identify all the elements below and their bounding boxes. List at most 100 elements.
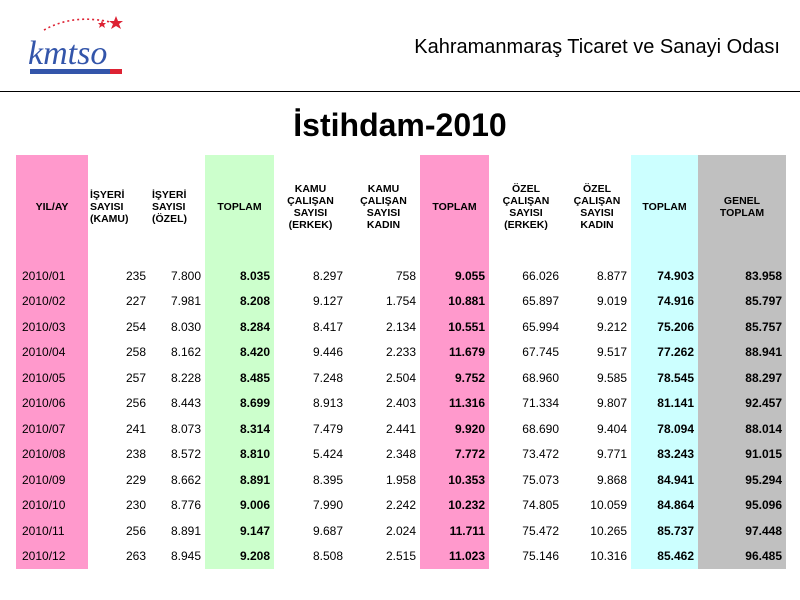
cell-total-workplace: 8.314 <box>205 416 274 442</box>
header-line: SAYISI <box>580 206 614 219</box>
cell-workplace-private: 8.228 <box>170 370 201 385</box>
spacer-cell <box>16 258 88 263</box>
header-line: ÇALIŞAN <box>502 194 550 207</box>
header-private-male: ÖZEL ÇALIŞAN SAYISI (ERKEK) <box>489 155 563 258</box>
header-line: ÇALIŞAN <box>287 194 334 207</box>
header-private-female: ÖZEL ÇALIŞAN SAYISI KADIN <box>563 155 631 258</box>
cell-workplace-public: 238 <box>125 447 146 462</box>
cell-workplace-private: 8.776 <box>170 498 201 513</box>
header-line: TOPLAM <box>719 206 765 219</box>
cell-public-female: 2.441 <box>385 421 416 436</box>
svg-text:kmtso: kmtso <box>28 35 107 72</box>
table-row: 2010/10 230 8.776 9.006 7.990 2.242 10.232 74.8… <box>16 492 786 518</box>
header-year-month: YIL/AY <box>16 155 88 258</box>
cell-year-month: 2010/10 <box>16 492 88 518</box>
cell-total-public: 10.232 <box>420 492 489 518</box>
cell-workplace-public: 254 <box>125 319 146 334</box>
cell-total-public: 11.316 <box>420 390 489 416</box>
cell-private-male: 65.897 <box>522 294 559 309</box>
header-line: (KAMU) <box>90 212 129 225</box>
table-row: 2010/05 257 8.228 8.485 7.248 2.504 9.752 68.96… <box>16 365 786 391</box>
header-line: GENEL <box>723 194 761 207</box>
table-row: 2010/06 256 8.443 8.699 8.913 2.403 11.316 71.3… <box>16 390 786 416</box>
cell-total-private: 74.903 <box>631 263 698 289</box>
page-title: İstihdam-2010 <box>293 107 507 143</box>
cell-total-public: 10.353 <box>420 467 489 493</box>
header-line: KADIN <box>580 218 614 231</box>
cell-public-male: 7.990 <box>312 498 343 513</box>
cell-total-private: 74.916 <box>631 288 698 314</box>
cell-grand-total: 88.297 <box>698 365 786 391</box>
spacer-cell <box>698 258 786 263</box>
cell-private-male: 73.472 <box>522 447 559 462</box>
cell-private-male: 67.745 <box>522 345 559 360</box>
cell-grand-total: 96.485 <box>698 543 786 569</box>
cell-total-workplace: 8.208 <box>205 288 274 314</box>
cell-public-female: 2.134 <box>385 319 416 334</box>
cell-total-private: 78.094 <box>631 416 698 442</box>
cell-workplace-private: 8.662 <box>170 472 201 487</box>
header-line: SAYISI <box>509 206 543 219</box>
cell-workplace-public: 258 <box>125 345 146 360</box>
cell-workplace-private: 8.572 <box>170 447 201 462</box>
cell-public-male: 8.417 <box>312 319 343 334</box>
cell-workplace-public: 230 <box>125 498 146 513</box>
cell-public-female: 2.348 <box>385 447 416 462</box>
cell-total-private: 85.737 <box>631 518 698 544</box>
cell-public-male: 7.479 <box>312 421 343 436</box>
cell-private-male: 75.146 <box>522 549 559 564</box>
cell-total-private: 84.941 <box>631 467 698 493</box>
cell-workplace-private: 8.030 <box>170 319 201 334</box>
cell-year-month: 2010/05 <box>16 365 88 391</box>
cell-year-month: 2010/08 <box>16 441 88 467</box>
cell-grand-total: 88.941 <box>698 339 786 365</box>
cell-total-private: 77.262 <box>631 339 698 365</box>
cell-year-month: 2010/03 <box>16 314 88 340</box>
table-row: 2010/12 263 8.945 9.208 8.508 2.515 11.023 75.1… <box>16 543 786 569</box>
cell-total-public: 11.023 <box>420 543 489 569</box>
cell-private-female: 9.517 <box>596 345 627 360</box>
cell-workplace-public: 227 <box>125 294 146 309</box>
cell-workplace-private: 8.945 <box>170 549 201 564</box>
cell-total-workplace: 9.006 <box>205 492 274 518</box>
cell-total-public: 7.772 <box>420 441 489 467</box>
cell-grand-total: 88.014 <box>698 416 786 442</box>
cell-grand-total: 95.096 <box>698 492 786 518</box>
cell-workplace-public: 241 <box>125 421 146 436</box>
header-line: KAMU <box>294 182 327 195</box>
cell-grand-total: 83.958 <box>698 263 786 289</box>
cell-total-public: 9.920 <box>420 416 489 442</box>
cell-total-workplace: 8.420 <box>205 339 274 365</box>
cell-workplace-private: 7.800 <box>170 268 201 283</box>
cell-public-male: 8.297 <box>312 268 343 283</box>
header-grand-total: GENEL TOPLAM <box>698 155 786 258</box>
kmtso-logo: kmtso <box>28 16 123 74</box>
cell-public-female: 1.754 <box>385 294 416 309</box>
table-row: 2010/04 258 8.162 8.420 9.446 2.233 11.679 67.7… <box>16 339 786 365</box>
header-line: TOPLAM <box>432 200 477 213</box>
cell-workplace-public: 256 <box>125 523 146 538</box>
table-row: 2010/01 235 7.800 8.035 8.297 758 9.055 66.026 8… <box>16 263 786 289</box>
cell-workplace-private: 8.891 <box>170 523 201 538</box>
cell-private-male: 68.960 <box>522 370 559 385</box>
spacer-cell <box>631 258 698 263</box>
cell-total-public: 9.752 <box>420 365 489 391</box>
header-line: SAYISI <box>90 200 124 213</box>
cell-private-female: 9.019 <box>596 294 627 309</box>
cell-total-private: 83.243 <box>631 441 698 467</box>
cell-year-month: 2010/12 <box>16 543 88 569</box>
cell-private-female: 10.265 <box>590 523 627 538</box>
header-line: (ERKEK) <box>288 218 333 231</box>
cell-public-female: 1.958 <box>385 472 416 487</box>
cell-total-private: 78.545 <box>631 365 698 391</box>
cell-public-male: 7.248 <box>312 370 343 385</box>
cell-total-workplace: 8.284 <box>205 314 274 340</box>
header-line: SAYISI <box>152 200 186 213</box>
cell-private-female: 9.771 <box>596 447 627 462</box>
cell-year-month: 2010/09 <box>16 467 88 493</box>
cell-public-female: 2.242 <box>385 498 416 513</box>
cell-total-public: 10.551 <box>420 314 489 340</box>
cell-total-public: 11.711 <box>420 518 489 544</box>
cell-grand-total: 91.015 <box>698 441 786 467</box>
cell-workplace-public: 256 <box>125 396 146 411</box>
